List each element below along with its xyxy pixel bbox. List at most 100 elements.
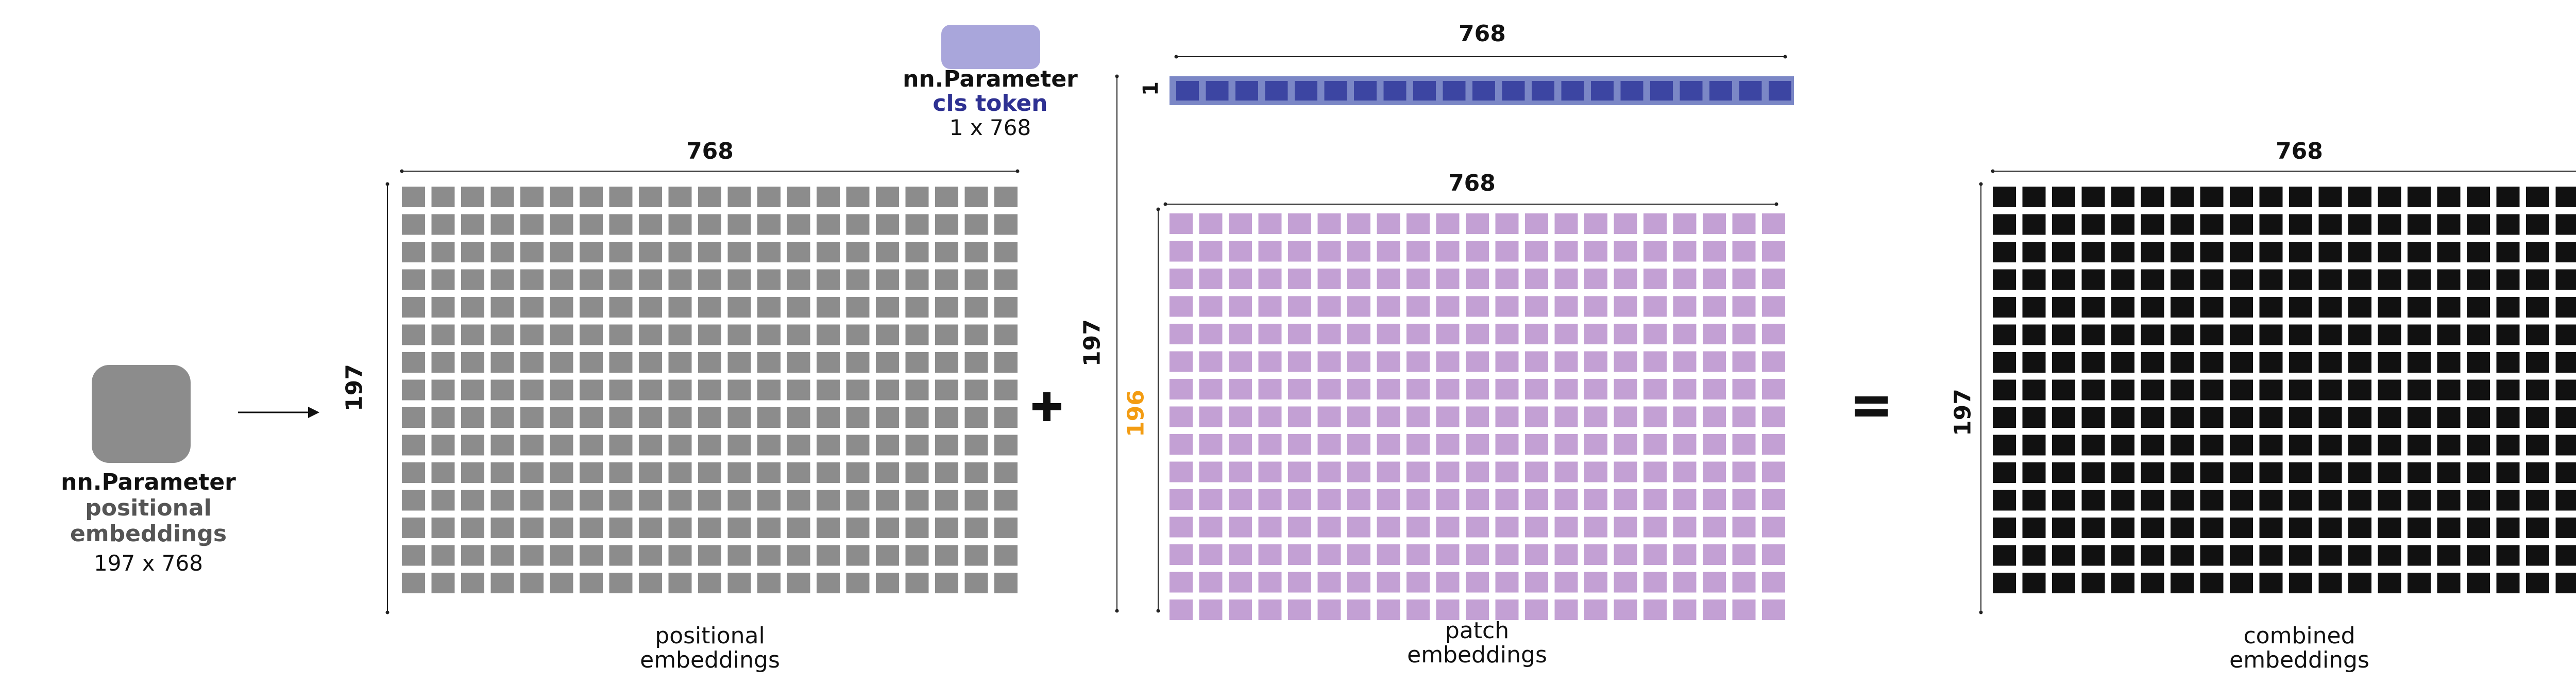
- patch-grid-cell: [1555, 517, 1578, 538]
- combined-grid-cell: [2052, 380, 2075, 401]
- positional-grid-cell: [846, 462, 870, 483]
- combined-grid-cell: [2319, 380, 2342, 401]
- cls-row-cell: [1206, 81, 1229, 101]
- patch-grid-cell: [1318, 352, 1341, 372]
- patch-grid-cell: [1762, 296, 1785, 317]
- patch-grid-cell: [1466, 434, 1489, 455]
- combined-grid-cell: [2497, 214, 2520, 235]
- patch-grid-cell: [1762, 517, 1785, 538]
- positional-grid-cell: [757, 270, 781, 290]
- positional-grid-cell: [728, 490, 751, 511]
- positional-grid-cell: [817, 187, 840, 207]
- combined-grid-cell: [2467, 380, 2490, 401]
- positional-grid-cell: [580, 407, 603, 428]
- patch-grid-cell: [1643, 572, 1667, 593]
- positional-grid-cell: [906, 242, 929, 262]
- positional-grid-cell: [550, 325, 573, 345]
- combined-grid-cell: [1993, 270, 2016, 290]
- positional-grid-cell: [669, 573, 692, 593]
- positional-grid-cell: [491, 270, 514, 290]
- combined-grid-cell: [1993, 214, 2016, 235]
- patch-grid-cell: [1318, 407, 1341, 427]
- patch-grid-cell: [1762, 599, 1785, 620]
- combined-grid-cell: [2378, 214, 2401, 235]
- positional-grid-cell: [550, 490, 573, 511]
- patch-grid-cell: [1555, 544, 1578, 565]
- cls-param-shape: 1 x 768: [950, 115, 1031, 140]
- patch-grid-cell: [1584, 572, 1607, 593]
- patch-grid-cell: [1288, 352, 1311, 372]
- positional-grid-cell: [728, 407, 751, 428]
- positional-grid-cell: [432, 214, 455, 235]
- combined-grid-cell: [2230, 380, 2253, 401]
- combined-grid-cell: [2319, 435, 2342, 456]
- positional-width-label: 768: [686, 138, 734, 164]
- combined-grid-cell: [2082, 270, 2105, 290]
- patch-grid-cell: [1229, 572, 1252, 593]
- positional-grid-cell: [906, 462, 929, 483]
- combined-grid-cell: [2082, 325, 2105, 345]
- cls-row: [1176, 81, 1791, 101]
- combined-grid-cell: [1993, 242, 2016, 262]
- patch-grid-cell: [1259, 572, 1282, 593]
- combined-grid-cell: [2260, 490, 2283, 511]
- plus-icon-v: [1043, 392, 1050, 421]
- positional-grid-cell: [994, 214, 1018, 235]
- combined-grid-cell: [2348, 573, 2371, 593]
- positional-grid-cell: [669, 545, 692, 566]
- positional-grid-cell: [432, 518, 455, 538]
- combined-grid-cell: [1993, 545, 2016, 566]
- combined-grid-cell: [2230, 407, 2253, 428]
- patch-grid-cell: [1614, 296, 1637, 317]
- positional-grid-cell: [550, 518, 573, 538]
- patch-grid-cell: [1288, 269, 1311, 289]
- patch-grid-cell: [1762, 269, 1785, 289]
- combined-grid-cell: [2556, 573, 2576, 593]
- positional-grid-cell: [757, 518, 781, 538]
- combined-grid-cell: [2082, 352, 2105, 373]
- patch-grid-cell: [1733, 379, 1756, 399]
- positional-grid-cell: [787, 573, 810, 593]
- patch-grid-cell: [1229, 544, 1252, 565]
- patch-grid-cell: [1377, 462, 1400, 482]
- patch-grid-cell: [1377, 517, 1400, 538]
- positional-grid-cell: [520, 270, 544, 290]
- patch-grid-cell: [1762, 462, 1785, 482]
- positional-grid-cell: [580, 573, 603, 593]
- combined-grid-cell: [2556, 545, 2576, 566]
- positional-grid-cell: [787, 407, 810, 428]
- positional-grid-cell: [609, 352, 633, 373]
- positional-grid-cell: [846, 187, 870, 207]
- positional-grid-cell: [757, 380, 781, 401]
- cls-row-cell: [1325, 81, 1347, 101]
- combined-grid-cell: [2408, 380, 2431, 401]
- combined-grid-cell: [2348, 407, 2371, 428]
- positional-grid-cell: [698, 435, 721, 456]
- combined-grid-cell: [2348, 325, 2371, 345]
- positional-grid-cell: [876, 490, 899, 511]
- patch-grid-cell: [1288, 462, 1311, 482]
- positional-grid-cell: [402, 214, 425, 235]
- positional-grid-cell: [994, 518, 1018, 538]
- combined-grid-cell: [2289, 352, 2312, 373]
- cls-param-name: cls token: [933, 90, 1047, 116]
- combined-grid-cell: [2230, 462, 2253, 483]
- combined-grid-cell: [2408, 462, 2431, 483]
- positional-grid-cell: [580, 490, 603, 511]
- patch-grid-cell: [1436, 269, 1460, 289]
- combined-grid-cell: [2467, 435, 2490, 456]
- combined-grid-cell: [2319, 545, 2342, 566]
- cls-row-cell: [1532, 81, 1554, 101]
- patch-grid-cell: [1377, 324, 1400, 344]
- combined-grid-cell: [2141, 325, 2164, 345]
- positional-grid-cell: [757, 352, 781, 373]
- combined-grid-cell: [2497, 297, 2520, 318]
- patch-height-label: 196: [1123, 388, 1149, 439]
- combined-grid-cell: [2348, 352, 2371, 373]
- combined-width-label: 768: [2276, 138, 2323, 164]
- positional-grid-cell: [432, 242, 455, 262]
- positional-grid-cell: [639, 352, 662, 373]
- combined-grid-cell: [2408, 214, 2431, 235]
- patch-grid-cell: [1259, 324, 1282, 344]
- patch-grid-cell: [1584, 324, 1607, 344]
